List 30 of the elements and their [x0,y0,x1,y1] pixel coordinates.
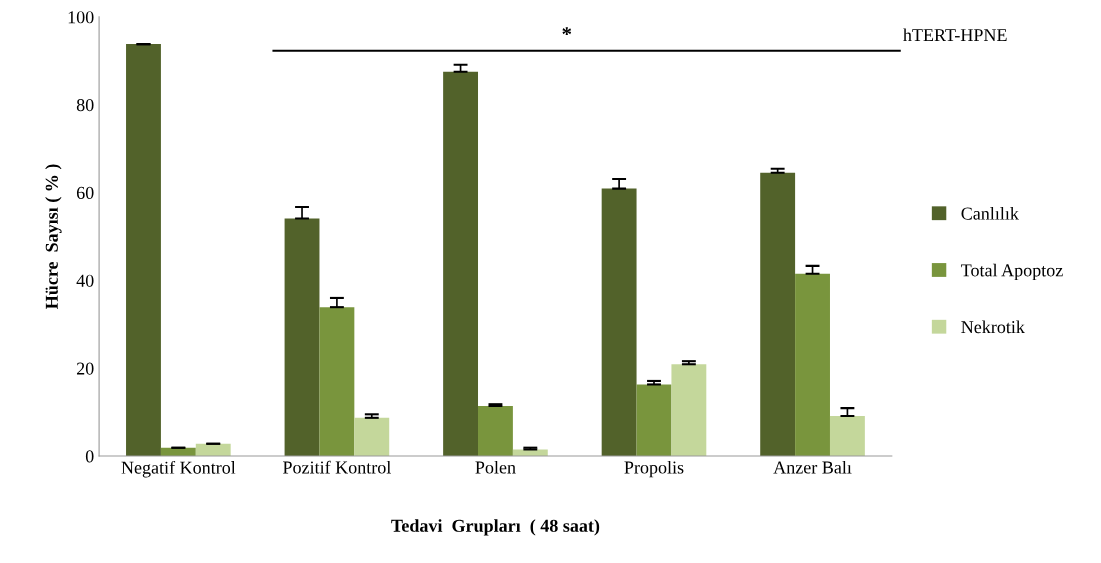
text: hTERT-HPNE [903,28,1007,41]
x-tick-label: Polen [475,460,516,474]
annotation: * [562,27,572,36]
y-tick-label: 20 [76,362,94,375]
legend-label: Nekrotik [961,320,1025,334]
bar [636,384,672,457]
x-tick-label: Negatif Kontrol [121,460,236,478]
bar [760,172,796,457]
y-axis-title: Hücre Sayısı ( % ) [45,164,62,309]
legend-label: Canlılık [961,206,1019,220]
bar [795,273,830,457]
y-tick-label: 40 [76,274,94,287]
x-tick-label: Anzer Balı [773,460,852,474]
x-tick-label: Propolis [624,460,684,478]
bar [126,44,161,457]
x-tick-label: Pozitif Kontrol [283,460,391,474]
bar [284,218,320,457]
y-tick-label: 80 [76,98,94,112]
y-tick-label: 100 [68,11,94,24]
legend-label: Total Apoptoz [961,263,1063,281]
bar [829,416,865,457]
y-tick-label: 0 [85,450,94,463]
bar [601,188,637,457]
bar [354,417,390,457]
bar [671,364,707,457]
bar [319,307,355,457]
y-tick-label: 60 [76,186,94,199]
x-axis-title: Tedavi Grupları ( 48 saat) [391,519,600,536]
bar [478,405,513,457]
bar [443,71,479,457]
